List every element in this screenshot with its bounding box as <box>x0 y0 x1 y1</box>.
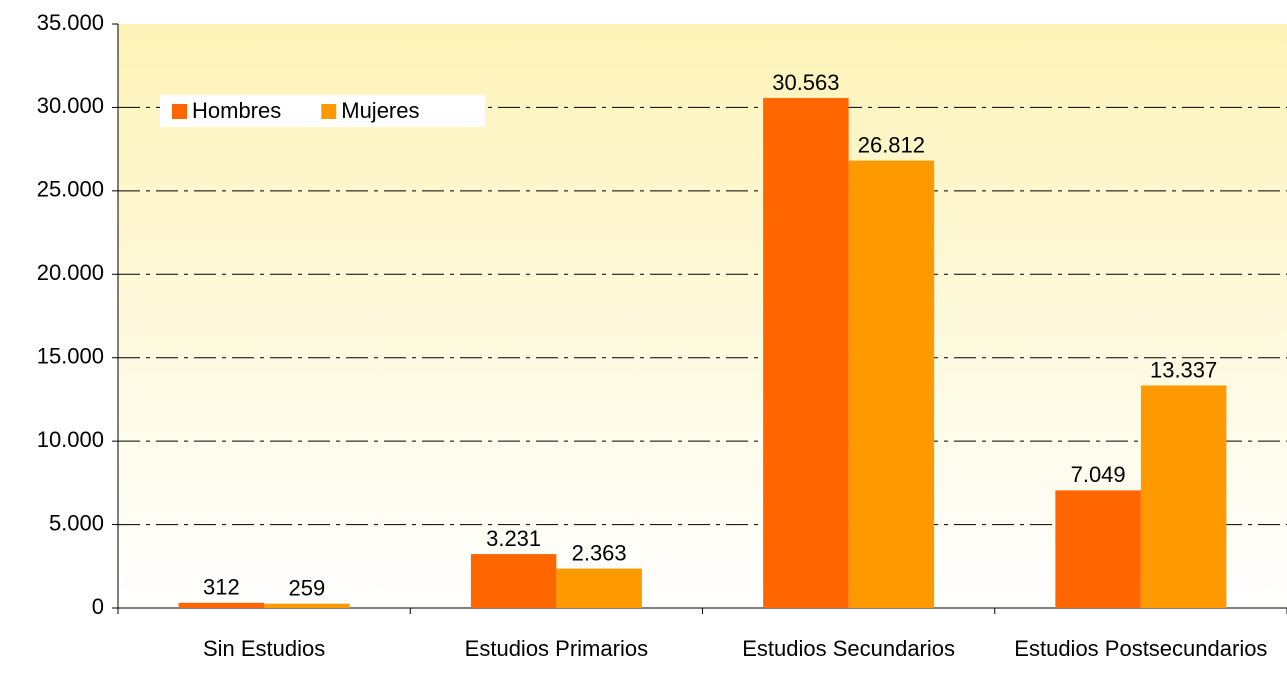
data-label: 13.337 <box>1150 357 1217 382</box>
x-tick-label: Estudios Primarios <box>464 636 649 661</box>
x-tick-label: Estudios Secundarios <box>742 636 956 661</box>
bar <box>848 160 935 609</box>
data-label: 2.363 <box>572 540 627 565</box>
data-label: 26.812 <box>858 132 925 157</box>
bar <box>470 554 557 608</box>
bar <box>1055 490 1141 608</box>
legend-swatch <box>321 104 337 119</box>
x-tick-label: Estudios Postsecundarios <box>1014 636 1268 661</box>
data-label: 3.231 <box>486 526 541 551</box>
data-label: 259 <box>289 575 326 600</box>
y-tick-label: 25.000 <box>37 177 104 202</box>
bar <box>556 568 642 608</box>
y-tick-label: 15.000 <box>37 344 104 369</box>
bar <box>1140 385 1227 608</box>
y-tick-label: 20.000 <box>37 260 104 285</box>
legend-label: Mujeres <box>341 98 419 123</box>
data-label: 312 <box>203 575 240 600</box>
data-label: 7.049 <box>1071 462 1126 487</box>
y-tick-label: 10.000 <box>37 427 104 452</box>
data-label: 30.563 <box>772 70 839 95</box>
y-tick-label: 5.000 <box>49 510 104 535</box>
bar <box>178 602 265 608</box>
y-tick-label: 35.000 <box>37 10 104 35</box>
legend-swatch <box>172 104 187 119</box>
y-tick-label: 30.000 <box>37 93 104 118</box>
bar <box>763 98 849 608</box>
y-tick-label: 0 <box>92 594 104 619</box>
legend-label: Hombres <box>192 98 281 123</box>
bar <box>264 603 350 608</box>
x-tick-label: Sin Estudios <box>202 636 326 661</box>
